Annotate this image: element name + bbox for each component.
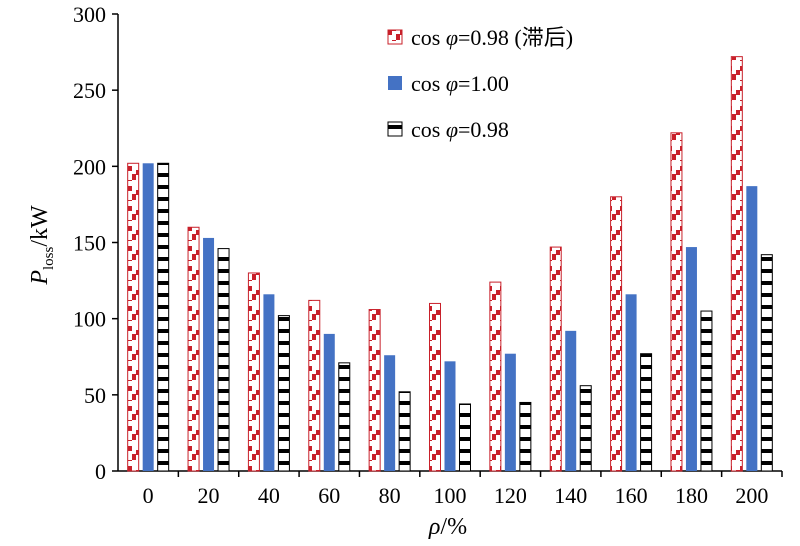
y-tick-label: 50 [84,383,106,408]
bar-series-0-100 [429,302,441,472]
bar-series-1-200 [746,186,758,472]
y-tick-label: 200 [73,154,106,179]
bar-series-0-40 [247,272,260,472]
bar-series-2-40 [277,315,290,472]
x-tick-label: 0 [143,483,154,508]
bar-series-1-40 [263,294,275,471]
bar-series-1-20 [203,237,215,471]
x-tick-label: 80 [379,483,401,508]
bars [127,56,773,472]
bar-series-0-160 [610,196,623,472]
x-tick-label: 40 [258,483,280,508]
y-tick-label: 100 [73,307,106,332]
y-tick-label: 0 [95,459,106,484]
legend: cos φ=0.98 (滞后) cos φ=1.00 cos φ=0.98 [387,25,573,142]
bar-series-2-0 [157,162,170,472]
x-tick-label: 160 [615,483,648,508]
bar-series-2-20 [217,248,230,472]
x-tick-label: 200 [735,483,768,508]
y-ticks: 0 50 100 150 200 250 300 [73,2,118,484]
x-tick-label: 20 [198,483,220,508]
y-tick-label: 250 [73,78,106,103]
x-ticks: 0 20 40 60 80 100 120 140 160 180 200 [143,471,783,508]
bar-series-1-160 [625,294,637,471]
legend-label-2: cos φ=0.98 [411,117,509,142]
x-tick-label: 180 [675,483,708,508]
bar-series-2-200 [760,254,773,472]
bar-series-0-180 [670,132,683,472]
bar-series-1-120 [504,353,516,471]
bar-series-1-180 [685,247,697,471]
bar-series-0-60 [308,299,321,472]
bar-series-2-180 [700,310,713,472]
y-axis-title: Ploss/kW [27,205,57,286]
bar-series-0-0 [127,162,140,472]
bar-series-0-140 [549,246,562,472]
legend-swatch-2 [387,121,403,137]
legend-swatch-1 [388,76,402,90]
bar-series-2-80 [398,391,411,472]
x-tick-label: 120 [494,483,527,508]
bar-series-1-60 [323,333,335,471]
legend-label-0: cos φ=0.98 (滞后) [411,25,573,50]
bar-series-2-100 [459,403,471,472]
bar-series-1-100 [444,361,456,471]
y-tick-label: 150 [73,231,106,256]
bar-series-2-60 [338,362,351,472]
bar-series-2-120 [519,401,532,472]
bar-series-1-80 [384,355,396,471]
bar-series-0-200 [730,56,743,472]
x-axis-title: ρ/% [428,514,467,540]
legend-label-1: cos φ=1.00 [411,71,509,96]
bar-series-2-160 [640,353,653,472]
bar-series-0-80 [368,309,381,472]
y-tick-label: 300 [73,2,106,27]
bar-series-0-20 [187,226,200,472]
x-tick-label: 140 [554,483,587,508]
bar-series-0-120 [489,281,502,472]
bar-series-2-140 [579,385,592,472]
bar-series-1-0 [142,163,154,471]
bar-series-1-140 [565,330,577,471]
x-tick-label: 60 [318,483,340,508]
legend-swatch-0 [387,29,403,45]
x-tick-label: 100 [434,483,467,508]
